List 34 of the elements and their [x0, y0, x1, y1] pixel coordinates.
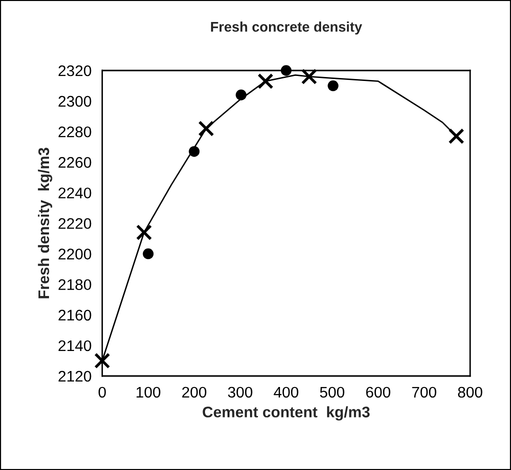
- x-tick-label: 100: [136, 386, 160, 398]
- point: [328, 80, 338, 92]
- x-tick-label: 400: [274, 386, 298, 398]
- y-tick-label: 2260: [58, 157, 92, 168]
- y-tick-label: 2220: [58, 218, 92, 229]
- x-tick-label: 800: [458, 386, 482, 398]
- x-tick-label: 600: [366, 386, 390, 398]
- point: [257, 73, 274, 90]
- x-axis-title: Cement content kg/m3: [202, 406, 370, 421]
- chart-title: Fresh concrete density: [211, 22, 362, 34]
- x-tick-label: 500: [320, 386, 344, 398]
- y-tick-label: 2300: [58, 96, 92, 107]
- y-tick-label: 2200: [58, 248, 92, 260]
- point: [188, 146, 200, 157]
- y-tick-label: 2120: [58, 370, 92, 382]
- y-tick-label: 2320: [58, 65, 92, 76]
- point: [142, 248, 154, 260]
- y-tick-label: 2140: [58, 340, 92, 352]
- y-tick-label: 2180: [58, 279, 92, 290]
- y-tick-label: 2240: [58, 188, 92, 198]
- point: [301, 68, 318, 85]
- point: [198, 120, 214, 137]
- point: [136, 224, 152, 240]
- point: [280, 65, 292, 76]
- point: [236, 90, 246, 100]
- point: [94, 352, 110, 369]
- point: [448, 128, 464, 144]
- y-tick-label: 2280: [58, 126, 92, 138]
- x-tick-label: 700: [412, 386, 436, 398]
- y-tick-label: 2160: [58, 310, 92, 321]
- x-tick-label: 300: [228, 386, 252, 398]
- x-tick-label: 200: [182, 386, 206, 398]
- x-tick-label: 0: [98, 386, 106, 398]
- y-axis-title: Fresh density kg/m3: [38, 148, 52, 298]
